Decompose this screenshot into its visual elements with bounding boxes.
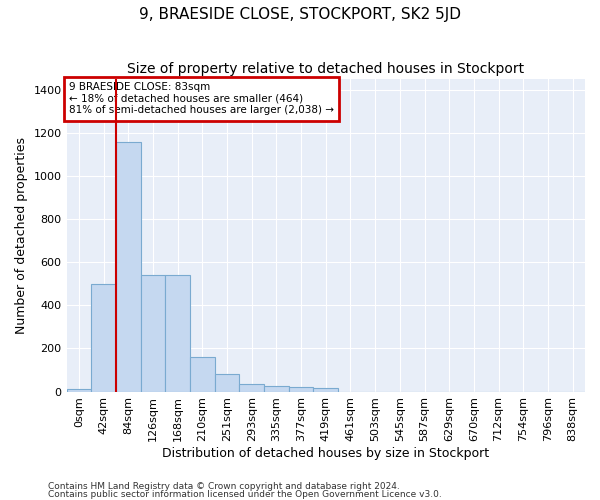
Bar (239, 384, 264, 392)
Text: Contains public sector information licensed under the Open Government Licence v3: Contains public sector information licen… (48, 490, 442, 499)
Bar (165, 275, 190, 392)
Bar (67, 390, 91, 392)
Bar (313, 388, 338, 392)
Title: Size of property relative to detached houses in Stockport: Size of property relative to detached ho… (127, 62, 524, 76)
Bar (91, 284, 116, 392)
X-axis label: Distribution of detached houses by size in Stockport: Distribution of detached houses by size … (162, 447, 490, 460)
Text: 9 BRAESIDE CLOSE: 83sqm
← 18% of detached houses are smaller (464)
81% of semi-d: 9 BRAESIDE CLOSE: 83sqm ← 18% of detache… (69, 82, 334, 116)
Bar (140, 275, 165, 392)
Bar (264, 386, 289, 392)
Text: 9, BRAESIDE CLOSE, STOCKPORT, SK2 5JD: 9, BRAESIDE CLOSE, STOCKPORT, SK2 5JD (139, 8, 461, 22)
Y-axis label: Number of detached properties: Number of detached properties (15, 137, 28, 334)
Bar (116, 142, 140, 392)
Bar (215, 374, 239, 392)
Bar (190, 357, 215, 392)
Bar (289, 388, 313, 392)
Text: Contains HM Land Registry data © Crown copyright and database right 2024.: Contains HM Land Registry data © Crown c… (48, 482, 400, 491)
